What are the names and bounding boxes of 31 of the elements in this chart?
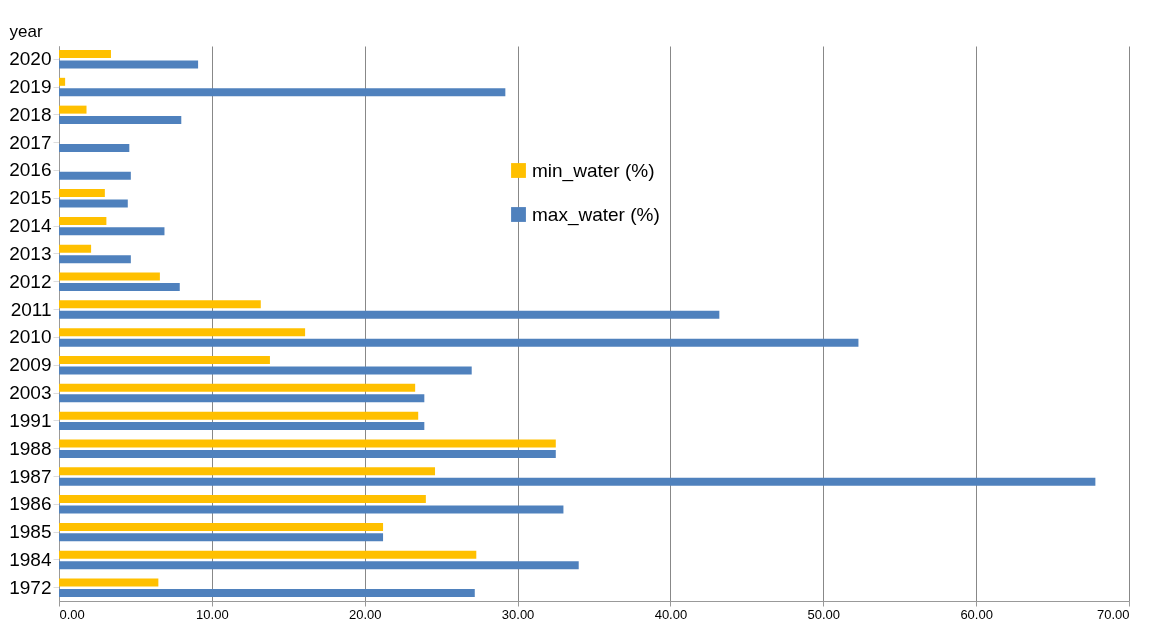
x-tick-label: 60.00 [960, 606, 993, 622]
x-tick-label: 10.00 [196, 606, 229, 622]
y-tick-label: 1987 [9, 465, 52, 487]
y-tick-label: 2019 [9, 76, 52, 98]
y-tick-label: 2015 [9, 187, 52, 209]
y-tick-label: 2016 [9, 159, 52, 181]
x-tick-label: 70.00 [1096, 606, 1130, 622]
x-tick-label: 30.00 [501, 606, 535, 622]
x-tick-label: 20.00 [348, 606, 382, 622]
y-tick-label: 2012 [9, 270, 52, 292]
x-tick-label: 0.00 [59, 606, 85, 622]
y-tick-label: 1991 [9, 409, 52, 431]
y-tick-label: 1986 [9, 493, 52, 515]
y-tick-label: 2010 [9, 326, 52, 348]
y-tick-label: 1985 [9, 521, 52, 543]
y-axis-title: year [9, 21, 43, 41]
y-tick-label: 2014 [9, 215, 52, 237]
y-tick-label: 2018 [9, 103, 52, 125]
y-tick-label: 2003 [9, 382, 52, 404]
y-tick-label: 2011 [10, 298, 52, 320]
x-tick-label: 50.00 [807, 606, 841, 622]
legend-label: max_water (%) [532, 203, 660, 226]
legend-label: min_water (%) [532, 159, 655, 182]
y-tick-label: 1984 [9, 548, 52, 570]
y-tick-label: 1972 [9, 576, 52, 598]
y-tick-label: 2017 [9, 131, 52, 153]
y-tick-label: 2009 [9, 354, 52, 376]
y-tick-label: 2020 [9, 48, 52, 70]
y-tick-label: 2013 [9, 242, 52, 264]
x-tick-label: 40.00 [654, 606, 688, 622]
y-tick-label: 1988 [9, 437, 52, 459]
